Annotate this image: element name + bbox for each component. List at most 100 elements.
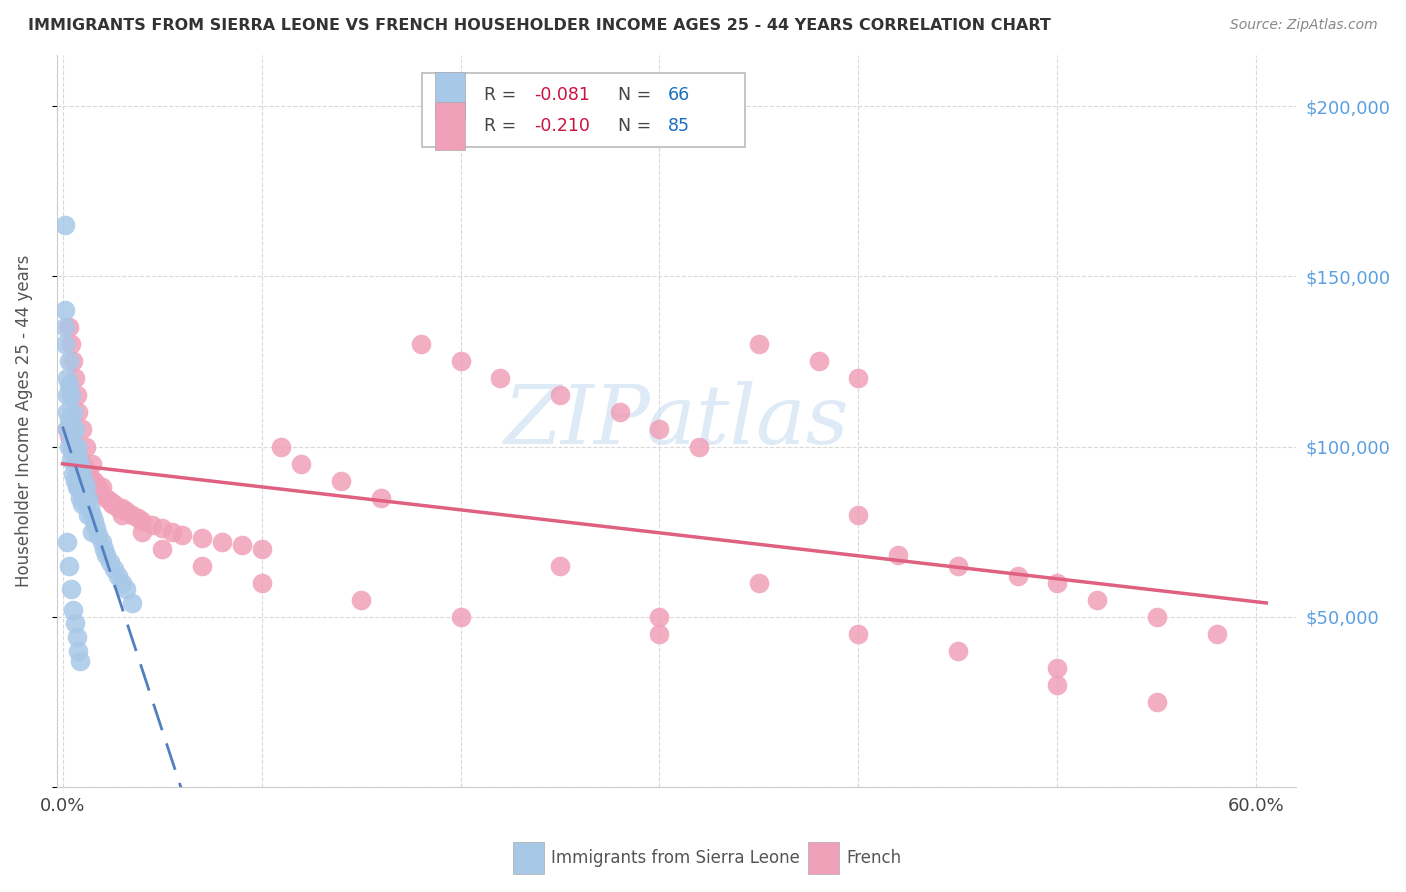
Point xyxy=(69,453,91,467)
Point xyxy=(69,491,91,505)
Point xyxy=(648,422,671,436)
Point xyxy=(65,440,87,454)
Point xyxy=(82,474,104,488)
Point xyxy=(1085,592,1108,607)
Text: N =: N = xyxy=(619,87,657,104)
Point xyxy=(1146,609,1168,624)
Point xyxy=(111,575,134,590)
Point xyxy=(101,497,124,511)
Point xyxy=(67,480,90,494)
Point xyxy=(86,521,108,535)
Point xyxy=(58,378,80,392)
Point xyxy=(191,558,214,573)
Point xyxy=(58,558,80,573)
Point xyxy=(72,457,94,471)
Point xyxy=(58,320,80,334)
Point xyxy=(107,500,129,515)
Point xyxy=(75,440,97,454)
FancyBboxPatch shape xyxy=(434,103,465,150)
Point xyxy=(63,440,86,454)
Point xyxy=(69,474,91,488)
Point xyxy=(1007,569,1029,583)
Point xyxy=(79,470,101,484)
Point xyxy=(83,474,105,488)
Point xyxy=(63,440,86,454)
Point xyxy=(688,440,710,454)
Point xyxy=(648,609,671,624)
Point xyxy=(55,422,77,436)
Point xyxy=(65,388,87,402)
Point xyxy=(609,405,631,419)
Text: Source: ZipAtlas.com: Source: ZipAtlas.com xyxy=(1230,18,1378,32)
Point xyxy=(63,453,86,467)
Point xyxy=(89,483,111,498)
Text: Immigrants from Sierra Leone: Immigrants from Sierra Leone xyxy=(551,849,800,867)
Point xyxy=(450,609,472,624)
Point xyxy=(63,371,86,385)
Point xyxy=(450,354,472,368)
Point xyxy=(59,453,82,467)
Point xyxy=(65,446,87,460)
Point xyxy=(548,558,571,573)
Point xyxy=(53,337,76,351)
Point xyxy=(59,337,82,351)
Point xyxy=(98,555,121,569)
Point xyxy=(131,524,153,539)
Point xyxy=(67,450,90,464)
Point xyxy=(62,603,84,617)
Point xyxy=(73,459,96,474)
Point xyxy=(77,467,100,481)
Point xyxy=(62,405,84,419)
Point xyxy=(330,474,353,488)
Point xyxy=(82,508,104,522)
Point xyxy=(58,412,80,426)
Text: 66: 66 xyxy=(668,87,690,104)
Point xyxy=(87,480,110,494)
Point xyxy=(65,467,87,481)
Point xyxy=(170,528,193,542)
Text: N =: N = xyxy=(619,117,657,135)
Text: IMMIGRANTS FROM SIERRA LEONE VS FRENCH HOUSEHOLDER INCOME AGES 25 - 44 YEARS COR: IMMIGRANTS FROM SIERRA LEONE VS FRENCH H… xyxy=(28,18,1052,33)
Point xyxy=(72,463,94,477)
Point xyxy=(69,457,91,471)
Point xyxy=(370,491,392,505)
Point xyxy=(250,575,273,590)
Point xyxy=(65,453,87,467)
Point xyxy=(1046,661,1069,675)
Point xyxy=(72,497,94,511)
Point xyxy=(62,425,84,440)
Point xyxy=(946,558,969,573)
Point xyxy=(53,219,76,233)
Text: -0.081: -0.081 xyxy=(534,87,589,104)
Point xyxy=(67,643,90,657)
Point xyxy=(63,422,86,436)
Point xyxy=(848,626,870,640)
Point xyxy=(848,371,870,385)
Text: R =: R = xyxy=(484,87,522,104)
Point xyxy=(131,515,153,529)
Y-axis label: Householder Income Ages 25 - 44 years: Householder Income Ages 25 - 44 years xyxy=(15,255,32,587)
Point xyxy=(72,480,94,494)
Point xyxy=(115,582,138,597)
Point xyxy=(67,463,90,477)
Point xyxy=(58,354,80,368)
Point xyxy=(83,515,105,529)
Point xyxy=(290,457,312,471)
Point xyxy=(62,467,84,481)
Point xyxy=(548,388,571,402)
Point xyxy=(65,630,87,644)
Point xyxy=(111,500,134,515)
Point xyxy=(107,569,129,583)
Point xyxy=(79,500,101,515)
Point xyxy=(73,474,96,488)
Point xyxy=(150,521,173,535)
Point xyxy=(409,337,432,351)
Point xyxy=(55,388,77,402)
Text: ZIPatlas: ZIPatlas xyxy=(503,381,849,461)
Point xyxy=(848,508,870,522)
Point xyxy=(231,538,253,552)
Point xyxy=(115,504,138,518)
Point xyxy=(91,480,114,494)
Point xyxy=(111,508,134,522)
Point xyxy=(96,491,118,505)
